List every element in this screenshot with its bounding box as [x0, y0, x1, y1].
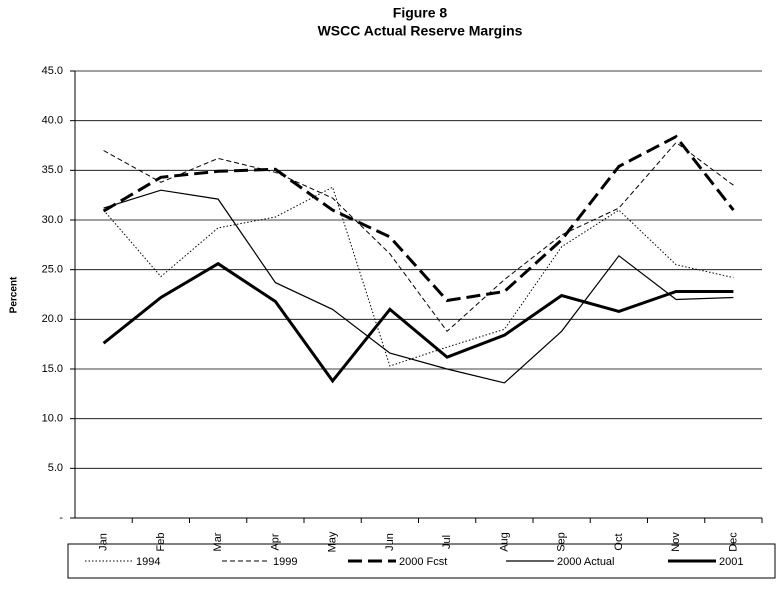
legend-label: 1999 — [273, 556, 297, 568]
x-tick-label: Oct — [613, 533, 625, 550]
y-tick-label: 25.0 — [42, 264, 63, 276]
y-tick-label: 45.0 — [42, 65, 63, 77]
y-tick-label: 20.0 — [42, 313, 63, 325]
series-line — [103, 189, 734, 384]
y-tick-label: 30.0 — [42, 214, 63, 226]
series-line — [103, 141, 734, 333]
chart-title: Figure 8 — [393, 5, 448, 21]
x-tick-label: Dec — [727, 532, 739, 552]
series-line — [102, 261, 734, 384]
x-tick-label: Apr — [269, 533, 281, 550]
y-tick-label: - — [59, 512, 63, 524]
x-tick-label: Sep — [556, 532, 568, 552]
y-tick-label: 40.0 — [42, 115, 63, 127]
x-tick-label: Jul — [441, 535, 453, 549]
legend-label: 2001 — [719, 556, 743, 568]
x-tick-label: Jan — [98, 533, 110, 551]
y-tick-label: 10.0 — [42, 413, 63, 425]
y-tick-label: 15.0 — [42, 363, 63, 375]
x-tick-label: Feb — [155, 533, 167, 552]
legend-label: 2000 Fcst — [399, 556, 447, 568]
y-axis-label: Percent — [9, 276, 20, 313]
x-tick-label: Mar — [212, 532, 224, 551]
chart-subtitle: WSCC Actual Reserve Margins — [318, 23, 523, 39]
y-tick-label: 5.0 — [48, 462, 63, 474]
legend-label: 1994 — [136, 556, 160, 568]
x-tick-label: Jun — [384, 533, 396, 551]
legend-box — [67, 543, 776, 579]
x-tick-label: Aug — [498, 532, 510, 552]
x-tick-label: Nov — [670, 532, 682, 552]
x-tick-label: May — [327, 531, 339, 552]
legend-label: 2000 Actual — [557, 556, 615, 568]
y-tick-label: 35.0 — [42, 164, 63, 176]
